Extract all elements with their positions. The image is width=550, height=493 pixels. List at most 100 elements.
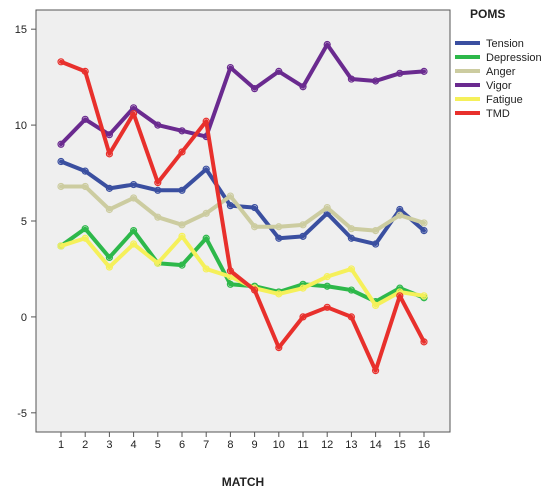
series-anger [57,182,428,235]
data-point-vigor [178,127,186,135]
x-tick-label: 10 [273,439,285,451]
data-point-anger [105,205,114,214]
data-point-tmd [57,58,65,66]
data-point-fatigue [178,232,186,240]
data-point-anger [275,223,283,231]
legend-label-tension: Tension [486,38,524,50]
data-point-anger [178,221,186,229]
data-point-tension [226,202,234,210]
data-point-depression [323,282,331,290]
x-tick-label: 12 [321,439,333,451]
legend-label-tmd: TMD [486,108,510,120]
x-axis: 1 2 3 4 5 6 7 8 9 10 11 12 13 14 15 16 [58,432,430,451]
x-tick-label: 9 [252,439,258,451]
data-point-anger [299,221,307,229]
x-tick-label: 16 [418,439,430,451]
data-point-vigor [299,83,307,91]
data-point-tmd [226,267,234,275]
x-tick-label: 3 [106,439,112,451]
data-point-tmd [347,313,355,321]
data-point-anger [130,194,138,202]
data-point-tension [251,203,259,212]
data-point-fatigue [202,265,210,273]
data-point-anger [226,192,234,200]
data-point-depression [81,225,89,233]
data-point-tension [154,186,162,194]
data-point-tmd [323,303,331,311]
y-tick-label: 0 [21,312,27,324]
series-line-anger [59,184,426,233]
data-point-vigor [275,67,283,75]
series-layer [57,40,428,375]
x-tick-label: 13 [345,439,357,451]
legend-title: POMS [470,7,505,21]
x-tick-label: 15 [394,439,406,451]
data-point-fatigue [105,263,114,271]
y-tick-label: 5 [21,216,27,228]
data-point-tmd [275,344,283,352]
legend-label-vigor: Vigor [486,80,512,92]
data-point-tmd [251,286,259,294]
data-point-vigor [57,140,65,148]
data-point-fatigue [57,242,65,250]
series-line-tmd [59,59,426,373]
data-point-fatigue [130,240,138,248]
data-point-tension [57,157,65,166]
data-point-vigor [226,63,234,72]
data-point-tmd [130,109,138,118]
data-point-fatigue [154,259,162,267]
data-point-anger [372,226,380,235]
x-tick-label: 5 [155,439,161,451]
legend-label-depression: Depression [486,52,542,64]
data-point-vigor [251,85,259,93]
data-point-tmd [299,313,307,321]
data-point-vigor [347,75,355,83]
x-tick-label: 6 [179,439,185,451]
data-point-tmd [372,367,380,375]
data-point-fatigue [347,265,355,273]
data-point-depression [202,234,210,242]
data-point-depression [226,280,234,288]
data-point-fatigue [81,234,89,242]
data-point-tension [347,234,355,242]
x-axis-title: MATCH [222,475,264,489]
data-point-fatigue [299,284,307,292]
data-point-fatigue [323,273,331,281]
x-tick-label: 8 [227,439,233,451]
data-point-anger [57,182,65,191]
data-point-tmd [178,148,186,156]
data-point-anger [420,219,428,227]
data-point-fatigue [420,292,428,300]
data-point-depression [105,253,114,262]
data-point-tension [372,240,380,248]
data-point-tmd [154,179,162,187]
data-point-fatigue [275,290,283,298]
data-point-tmd [396,292,404,300]
data-point-tension [178,186,186,194]
data-point-depression [178,261,186,269]
data-point-depression [347,286,355,294]
data-point-anger [154,213,162,221]
data-point-tmd [202,117,210,125]
legend-label-fatigue: Fatigue [486,94,523,106]
series-line-tension [59,159,426,247]
data-point-vigor [154,121,162,129]
legend-label-anger: Anger [486,66,516,78]
data-point-anger [81,182,89,191]
data-point-tension [81,167,89,175]
data-point-vigor [81,115,89,123]
legend: POMS Tension Depression Anger Vigor Fatigue T… [455,7,542,120]
data-point-tension [299,232,307,240]
data-point-tmd [81,67,89,75]
data-point-vigor [420,67,428,75]
data-point-tension [130,180,138,189]
data-point-tension [420,226,428,235]
x-tick-label: 11 [297,439,308,451]
series-line-depression [59,226,426,304]
data-point-anger [323,203,331,212]
x-tick-label: 2 [82,439,88,451]
data-point-anger [202,209,210,217]
series-vigor [57,40,428,148]
data-point-vigor [323,40,331,49]
